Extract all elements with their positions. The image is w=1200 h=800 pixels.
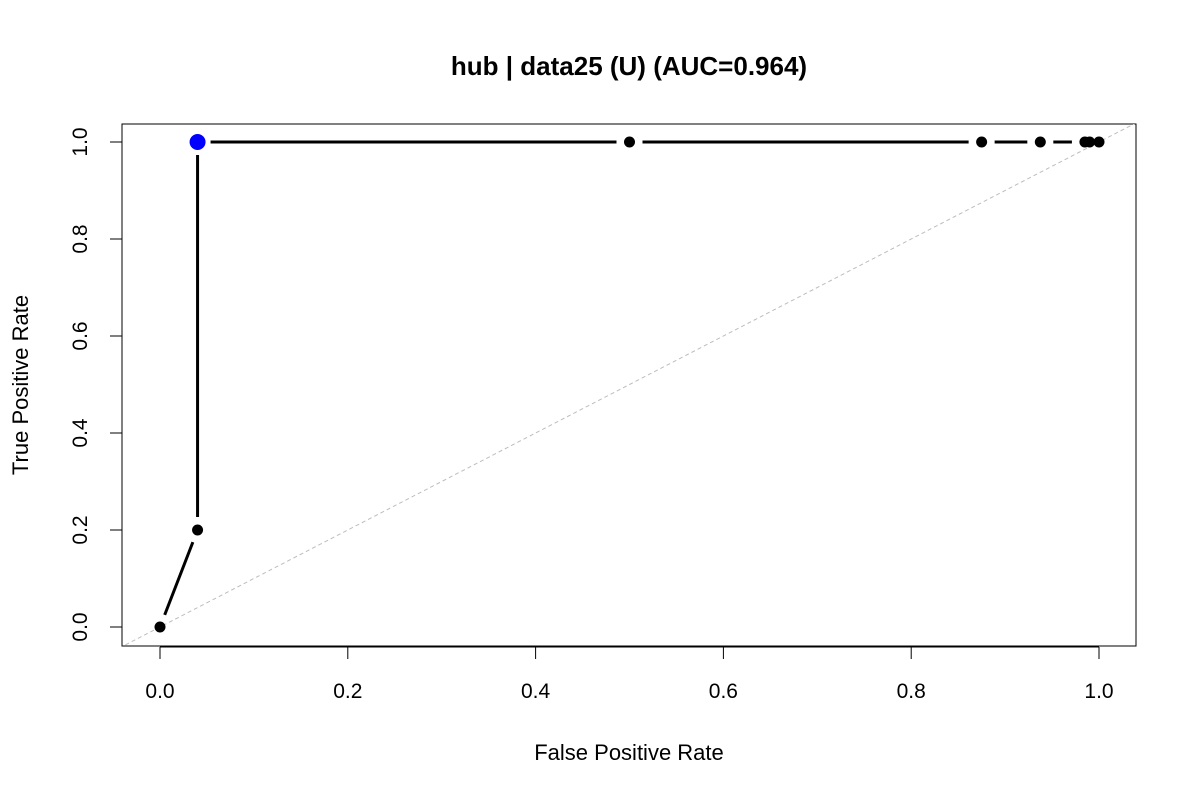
reference-diagonal-line — [122, 124, 1135, 646]
highlight-layer — [189, 134, 206, 150]
y-tick-label: 0.6 — [69, 321, 92, 350]
series-layer — [154, 136, 1105, 633]
data-point — [154, 621, 166, 633]
data-point — [1084, 136, 1096, 148]
chart-title: hub | data25 (U) (AUC=0.964) — [451, 51, 807, 81]
y-axis: 0.0 0.2 0.4 0.6 0.8 1.0 — [69, 127, 123, 642]
data-point — [1093, 136, 1105, 148]
reference-line-layer — [122, 124, 1135, 646]
x-tick-label: 0.8 — [897, 680, 926, 703]
y-axis-label: True Positive Rate — [8, 295, 33, 475]
y-tick-label: 0.2 — [69, 515, 92, 544]
optimal-threshold-point — [189, 134, 206, 150]
y-tick-label: 0.0 — [69, 612, 92, 641]
x-axis-label: False Positive Rate — [534, 740, 724, 765]
series-segment — [163, 541, 195, 616]
data-point — [976, 136, 988, 148]
x-tick-label: 0.2 — [333, 680, 362, 703]
data-point — [1034, 136, 1046, 148]
x-tick-label: 0.0 — [145, 680, 174, 703]
data-point — [192, 524, 204, 536]
x-tick-label: 0.4 — [521, 680, 551, 703]
x-tick-label: 1.0 — [1084, 680, 1113, 703]
y-tick-label: 0.4 — [69, 418, 92, 448]
data-point — [624, 136, 635, 148]
x-tick-label: 0.6 — [709, 680, 738, 703]
y-tick-label: 0.8 — [69, 224, 92, 253]
plot-frame — [121, 123, 1137, 647]
y-tick-label: 1.0 — [69, 127, 92, 156]
x-axis: 0.0 0.2 0.4 0.6 0.8 1.0 — [145, 646, 1114, 703]
